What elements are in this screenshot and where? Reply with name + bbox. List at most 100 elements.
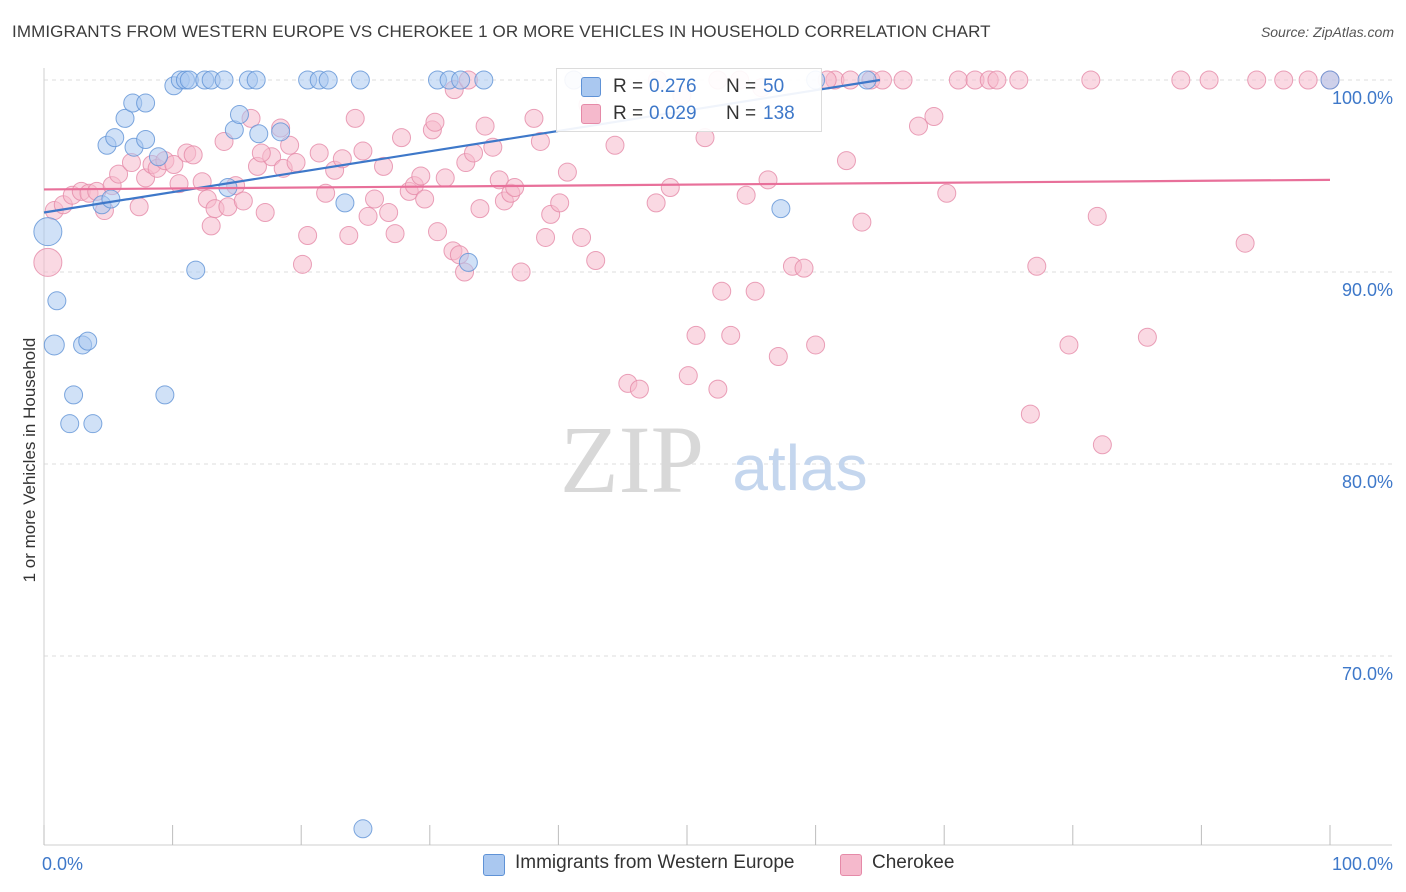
point-cherokee bbox=[586, 250, 606, 270]
point-cherokee bbox=[292, 254, 312, 274]
point-western-europe bbox=[771, 199, 791, 219]
point-cherokee bbox=[536, 227, 556, 247]
point-cherokee bbox=[908, 116, 928, 136]
point-cherokee bbox=[353, 141, 373, 161]
point-western-europe bbox=[353, 819, 373, 839]
axes-layer bbox=[43, 68, 1392, 846]
point-cherokee bbox=[411, 166, 431, 186]
watermark-atlas: atlas bbox=[732, 432, 867, 504]
legend-r-label: R = bbox=[613, 76, 644, 97]
legend-n-label: N = bbox=[726, 103, 757, 124]
point-cherokee bbox=[937, 183, 957, 203]
point-western-europe bbox=[249, 124, 269, 144]
legend-n-label: N = bbox=[726, 76, 757, 97]
point-cherokee bbox=[309, 143, 329, 163]
point-cherokee bbox=[1274, 70, 1294, 90]
point-cherokee bbox=[298, 226, 318, 246]
point-cherokee bbox=[758, 170, 778, 190]
point-western-europe bbox=[458, 252, 478, 272]
point-cherokee bbox=[129, 197, 149, 217]
point-cherokee bbox=[1020, 404, 1040, 424]
point-cherokee bbox=[233, 191, 253, 211]
y-axis-label: 1 or more Vehicles in Household bbox=[20, 337, 39, 583]
point-western-europe bbox=[474, 70, 494, 90]
point-cherokee bbox=[415, 189, 435, 209]
bottom-legend-swatch-pink bbox=[840, 854, 862, 876]
point-cherokee bbox=[1087, 206, 1107, 226]
point-cherokee bbox=[646, 193, 666, 213]
point-cherokee bbox=[1059, 335, 1079, 355]
point-western-europe bbox=[229, 105, 249, 125]
point-western-europe bbox=[136, 130, 156, 150]
point-western-europe bbox=[83, 414, 103, 434]
point-cherokee bbox=[572, 227, 592, 247]
point-cherokee bbox=[428, 222, 448, 242]
point-western-europe bbox=[246, 70, 266, 90]
watermark: ZIP atlas bbox=[560, 406, 868, 513]
bottom-legend-swatch-blue bbox=[483, 854, 505, 876]
point-cherokee bbox=[251, 143, 271, 163]
point-cherokee bbox=[280, 135, 300, 155]
point-cherokee bbox=[464, 143, 484, 163]
point-cherokee bbox=[660, 178, 680, 198]
point-western-europe bbox=[335, 193, 355, 213]
point-cherokee bbox=[332, 149, 352, 169]
point-western-europe bbox=[78, 331, 98, 351]
point-cherokee bbox=[524, 108, 544, 128]
stats-legend: R = 0.276 N = 50 R = 0.029 N = 138 bbox=[556, 68, 822, 132]
point-western-europe bbox=[1320, 70, 1340, 90]
point-western-europe bbox=[60, 414, 80, 434]
point-cherokee bbox=[678, 366, 698, 386]
chart-title: IMMIGRANTS FROM WESTERN EUROPE VS CHEROK… bbox=[12, 22, 991, 41]
point-western-europe bbox=[350, 70, 370, 90]
point-western-europe bbox=[136, 93, 156, 113]
trend-line-cherokee bbox=[43, 178, 1331, 191]
legend-r-value: 0.276 bbox=[649, 76, 697, 97]
point-cherokee bbox=[721, 325, 741, 345]
point-western-europe bbox=[43, 334, 65, 356]
point-western-europe bbox=[105, 128, 125, 148]
point-cherokee bbox=[1009, 70, 1029, 90]
point-cherokee bbox=[385, 224, 405, 244]
point-cherokee bbox=[345, 108, 365, 128]
point-western-europe bbox=[115, 108, 135, 128]
legend-n-value: 138 bbox=[763, 103, 795, 124]
point-cherokee bbox=[286, 153, 306, 173]
legend-swatch-pink bbox=[581, 104, 601, 124]
point-cherokee bbox=[183, 145, 203, 165]
point-cherokee bbox=[852, 212, 872, 232]
point-western-europe bbox=[271, 122, 291, 142]
point-cherokee bbox=[924, 106, 944, 126]
point-western-europe bbox=[214, 70, 234, 90]
legend-swatch-blue bbox=[581, 77, 601, 97]
point-cherokee bbox=[316, 183, 336, 203]
point-cherokee bbox=[505, 178, 525, 198]
x-tick-label: 100.0% bbox=[1332, 854, 1393, 874]
point-western-europe bbox=[33, 217, 63, 247]
point-cherokee bbox=[1235, 233, 1255, 253]
point-western-europe bbox=[186, 260, 206, 280]
point-cherokee bbox=[605, 135, 625, 155]
point-cherokee bbox=[708, 379, 728, 399]
y-tick-label: 90.0% bbox=[1342, 280, 1393, 300]
point-cherokee bbox=[435, 168, 455, 188]
point-cherokee bbox=[948, 70, 968, 90]
tick-labels: 100.0% 90.0% 80.0% 70.0% 0.0% 100.0% bbox=[42, 88, 1393, 874]
point-cherokee bbox=[1171, 70, 1191, 90]
point-cherokee bbox=[1092, 435, 1112, 455]
point-cherokee bbox=[392, 128, 412, 148]
source-credit: Source: ZipAtlas.com bbox=[1260, 24, 1394, 40]
point-cherokee bbox=[550, 193, 570, 213]
point-cherokee bbox=[768, 346, 788, 366]
point-cherokee bbox=[686, 325, 706, 345]
point-cherokee bbox=[629, 379, 649, 399]
point-cherokee bbox=[1081, 70, 1101, 90]
point-western-europe bbox=[101, 189, 121, 209]
point-cherokee bbox=[339, 226, 359, 246]
point-western-europe bbox=[64, 385, 84, 405]
point-cherokee bbox=[255, 202, 275, 222]
point-cherokee bbox=[1247, 70, 1267, 90]
point-cherokee bbox=[425, 112, 445, 132]
point-cherokee bbox=[470, 199, 490, 219]
